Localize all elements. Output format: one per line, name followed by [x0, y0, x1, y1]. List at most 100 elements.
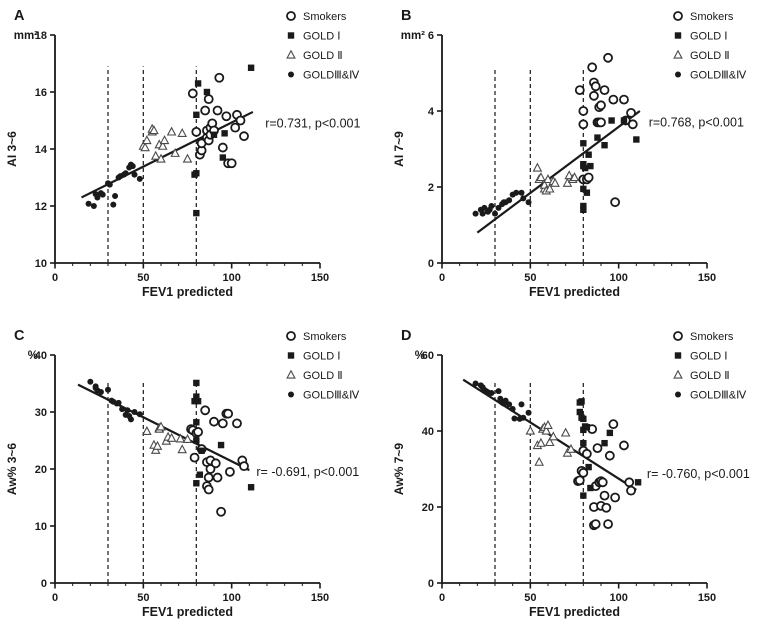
data-point-gold-iii-iv: [492, 210, 498, 217]
data-point-gold-ii: [177, 444, 188, 454]
panel-label: C: [14, 328, 25, 344]
panel-d: D 0 20 40 60 0 50 100 150% Aw% 7~9 FEV1 predicted S…: [387, 320, 775, 640]
y-tick-label: 10: [35, 258, 47, 270]
data-point-smokers: [610, 197, 621, 208]
data-point-gold-i: [583, 189, 591, 196]
data-point-smokers: [209, 416, 219, 427]
x-tick-label: 150: [311, 272, 329, 284]
y-tick-label: 0: [41, 578, 47, 590]
legend-label-smokers: Smokers: [690, 331, 734, 343]
y-axis-title: Aw% 7~9: [392, 443, 406, 495]
data-point-smokers: [599, 490, 610, 501]
y-unit-label: %: [415, 350, 425, 362]
data-point-gold-ii: [150, 150, 161, 160]
data-point-gold-ii: [544, 437, 555, 447]
data-point-gold-i: [587, 162, 594, 170]
data-point-gold-iii-iv: [506, 197, 513, 204]
data-point-gold-iii-iv: [509, 405, 516, 412]
data-point-gold-i: [633, 136, 640, 143]
x-tick-label: 0: [439, 272, 445, 284]
legend-label-gold-ii: GOLD Ⅱ: [303, 370, 343, 382]
data-point-gold-i: [587, 484, 594, 492]
data-point-smokers: [214, 72, 225, 83]
data-point-gold-iii-iv: [136, 175, 143, 182]
data-point-gold-i: [193, 480, 200, 487]
data-point-smokers: [239, 131, 249, 142]
data-point-gold-iii-iv: [127, 416, 134, 423]
data-point-smokers: [601, 502, 612, 513]
legend-marker-gold-ii: [673, 369, 683, 379]
data-point-gold-iii-iv: [511, 415, 518, 422]
data-point-smokers: [592, 443, 603, 454]
data-point-gold-i: [203, 88, 211, 96]
data-point-gold-iii-iv: [124, 407, 131, 414]
data-point-gold-iii-iv: [131, 409, 138, 415]
data-point-gold-i: [221, 130, 228, 137]
data-point-gold-i: [634, 479, 642, 486]
legend-label-smokers: Smokers: [303, 11, 347, 23]
data-point-smokers: [221, 111, 232, 122]
data-point-gold-i: [219, 154, 227, 161]
data-point-gold-ii: [149, 125, 159, 135]
data-point-smokers: [608, 419, 619, 430]
x-tick-label: 0: [52, 272, 58, 284]
data-point-gold-iii-iv: [110, 201, 117, 208]
data-point-gold-iii-iv: [506, 401, 513, 408]
x-tick-label: 100: [609, 592, 627, 604]
y-tick-label: 12: [35, 201, 47, 213]
legend-marker-gold-ii: [286, 369, 296, 379]
regression-line: [476, 110, 641, 234]
data-point-gold-iii-iv: [513, 189, 520, 196]
data-point-gold-ii: [560, 427, 571, 437]
x-tick-label: 50: [137, 272, 149, 284]
data-point-gold-iii-iv: [479, 210, 486, 217]
data-point-smokers: [210, 458, 221, 469]
data-point-gold-ii: [170, 147, 180, 157]
legend-label-smokers: Smokers: [690, 11, 734, 23]
data-point-gold-i: [193, 419, 200, 426]
data-point-gold-iii-iv: [115, 399, 122, 406]
data-point-smokers: [610, 492, 621, 503]
data-point-smokers: [603, 52, 613, 63]
data-point-gold-ii: [166, 432, 177, 442]
legend-marker-gold-i: [287, 32, 295, 39]
data-point-gold-ii: [543, 419, 553, 429]
x-tick-label: 100: [222, 272, 240, 284]
data-point-smokers: [596, 117, 606, 128]
data-point-gold-iii-iv: [122, 170, 129, 177]
data-point-gold-ii: [541, 425, 552, 435]
data-point-gold-i: [601, 439, 608, 447]
axes: [54, 35, 320, 264]
y-tick-label: 16: [35, 87, 47, 99]
data-point-smokers: [217, 418, 228, 429]
legend-label-smokers: Smokers: [303, 331, 347, 343]
y-tick-label: 60: [422, 350, 434, 362]
y-tick-label: 2: [428, 182, 434, 194]
x-tick-label: 150: [698, 272, 716, 284]
y-tick-label: 4: [428, 106, 435, 118]
y-axis-title: AI 7~9: [392, 131, 406, 167]
data-point-smokers: [203, 94, 214, 105]
data-point-gold-iii-iv: [518, 401, 525, 408]
data-point-gold-iii-iv: [136, 411, 143, 418]
data-point-smokers: [596, 100, 606, 111]
legend-label-gold-iii-iv: GOLDⅢ&Ⅳ: [690, 390, 747, 402]
data-point-gold-ii: [166, 126, 177, 136]
data-point-gold-i: [196, 471, 204, 478]
panel-c: C 0 10 20 30 40 0 50 100 150% Aw% 3~6 FEV1 predicte…: [0, 320, 387, 640]
data-point-gold-i: [580, 415, 587, 423]
data-point-gold-i: [247, 64, 255, 71]
data-point-smokers: [589, 90, 599, 101]
panel-label: D: [401, 328, 411, 344]
data-point-smokers: [624, 477, 635, 488]
data-point-smokers: [578, 467, 589, 478]
legend-label-gold-i: GOLD Ⅰ: [303, 351, 340, 363]
legend-marker-gold-ii: [673, 49, 683, 59]
data-point-smokers: [223, 408, 234, 419]
legend-label-gold-i: GOLD Ⅰ: [690, 351, 727, 363]
data-point-gold-iii-iv: [481, 204, 488, 211]
data-point-gold-i: [585, 151, 592, 158]
data-point-gold-ii: [142, 426, 152, 436]
x-tick-label: 0: [439, 592, 445, 604]
legend-label-gold-iii-iv: GOLDⅢ&Ⅳ: [690, 70, 747, 82]
